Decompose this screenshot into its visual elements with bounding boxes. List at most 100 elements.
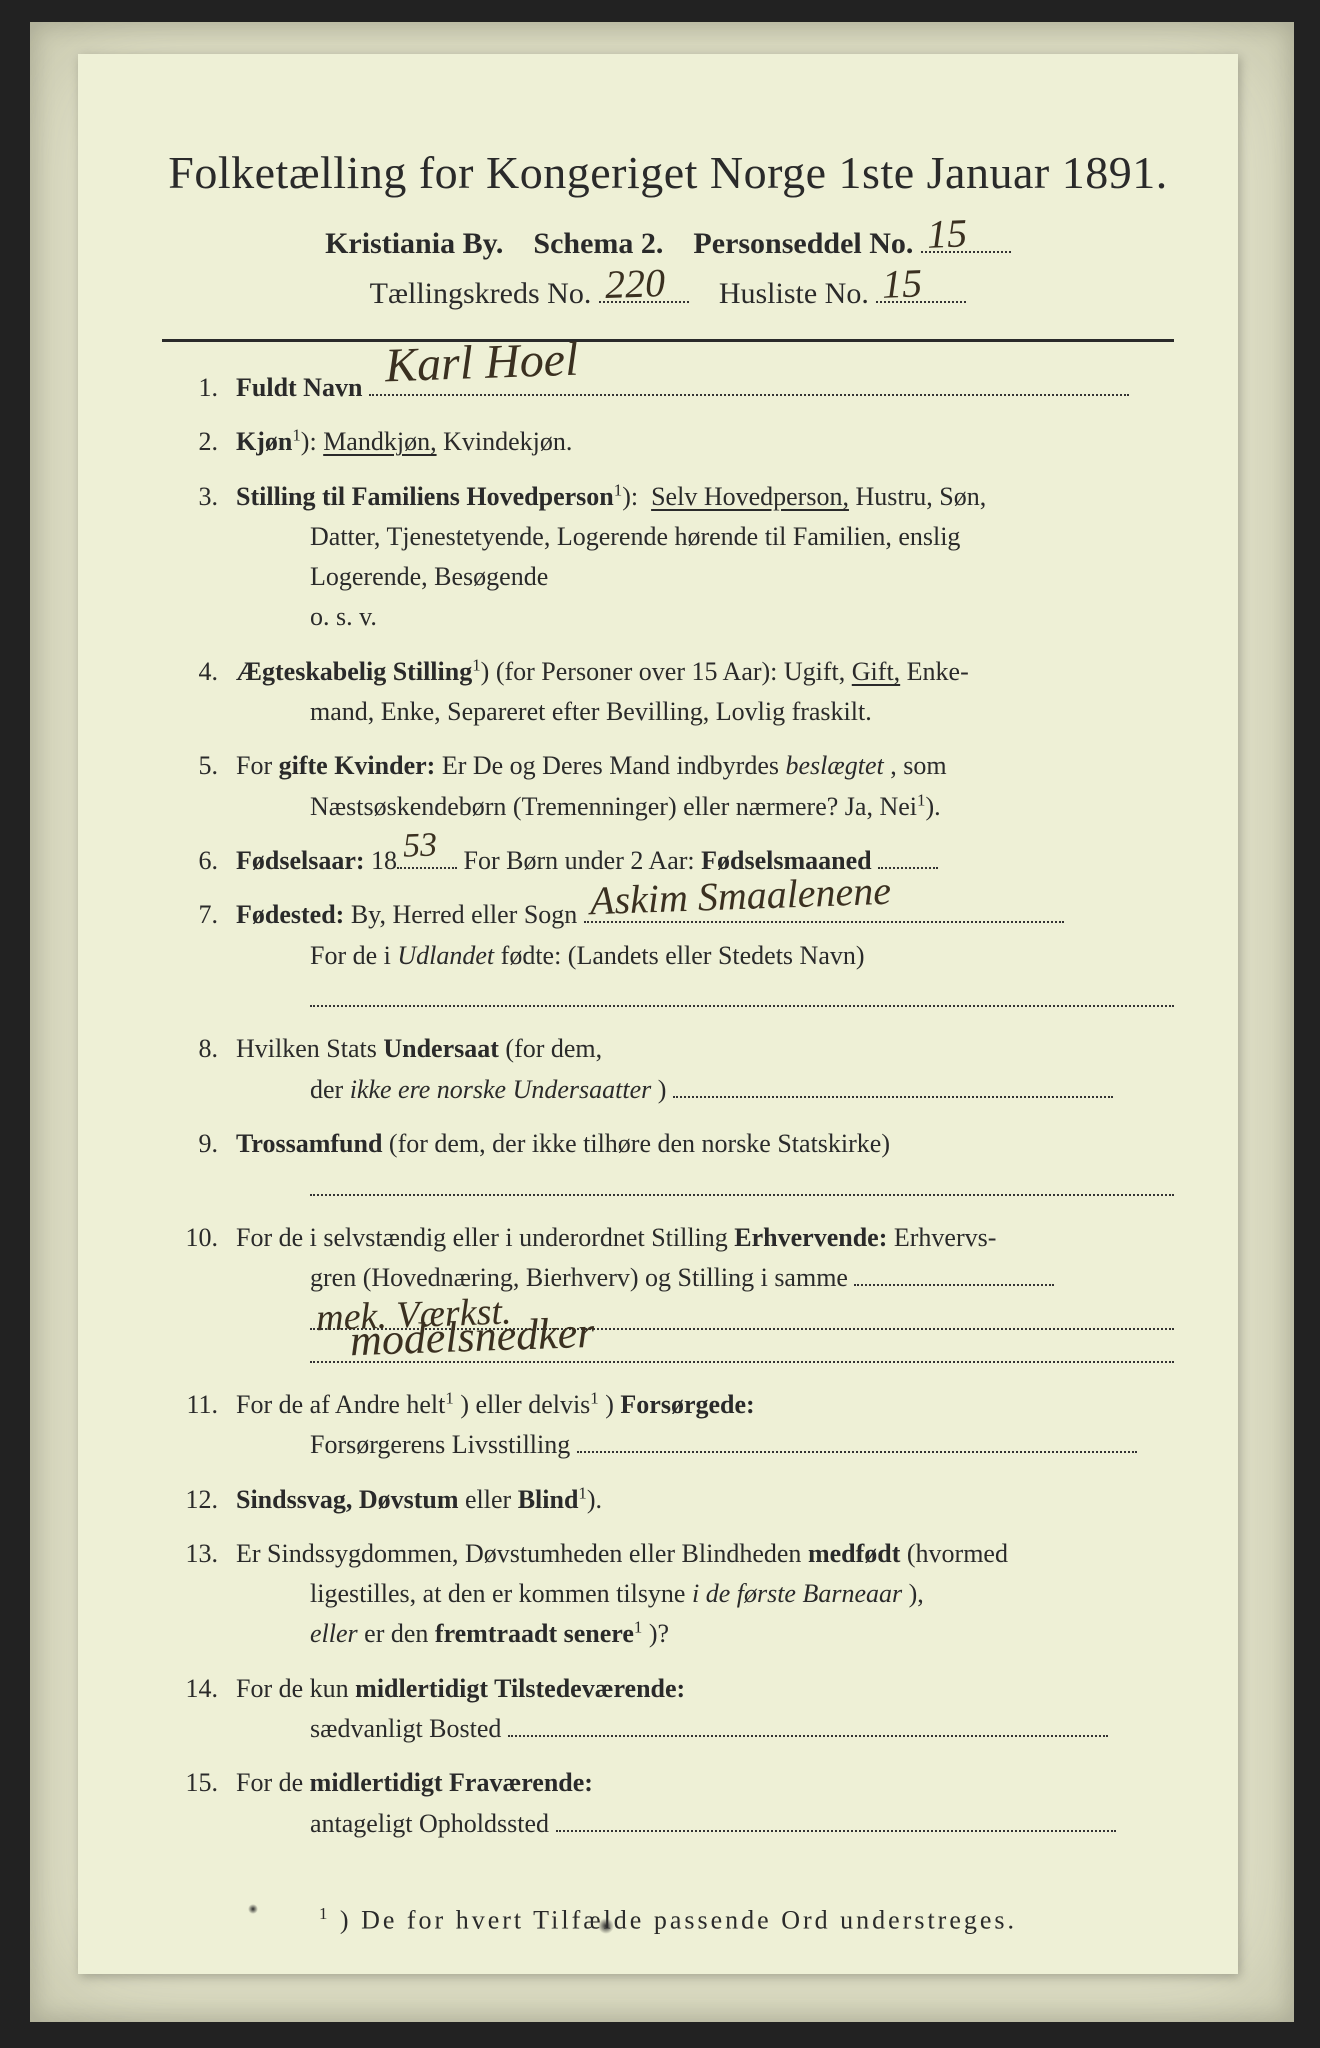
q8-l2: der	[310, 1075, 350, 1104]
q12-a: Sindssvag, Døvstum	[236, 1485, 459, 1514]
item-11: 11. For de af Andre helt1 ) eller delvis…	[162, 1385, 1174, 1466]
q14-a: For de kun	[236, 1674, 355, 1703]
q3-line3: Logerende, Besøgende	[236, 557, 1174, 597]
q14-line2: sædvanligt Bosted	[310, 1714, 501, 1743]
item-1: 1. Fuldt Navn Karl Hoel	[162, 368, 1174, 408]
q13-sup: 1	[634, 1618, 642, 1637]
q5-c: Er De og Deres Mand indbyrdes	[442, 751, 786, 780]
kreds-value: 220	[604, 259, 666, 308]
q9-b: (for dem, der ikke tilhøre den norske St…	[389, 1129, 890, 1158]
q3-label: Stilling til Familiens Hovedperson	[236, 482, 614, 511]
item-3: 3. Stilling til Familiens Hovedperson1):…	[162, 477, 1174, 638]
ink-blemish	[598, 1918, 614, 1934]
item-2: 2. Kjøn1): Mandkjøn, Kvindekjøn.	[162, 422, 1174, 462]
q13-l3a: eller	[310, 1619, 358, 1648]
q13-c: (hvormed	[907, 1539, 1008, 1568]
q7-a: Fødested:	[236, 900, 344, 929]
q9-a: Trossamfund	[236, 1129, 382, 1158]
q11-b: ) eller delvis	[460, 1390, 590, 1419]
num-5: 5.	[162, 746, 236, 827]
q6-prefix: 18	[371, 846, 397, 875]
kreds-field: 220	[599, 271, 689, 303]
q10-val2: modelsnedker	[349, 1298, 596, 1375]
form-list: 1. Fuldt Navn Karl Hoel 2. Kjøn1): Mandk…	[162, 368, 1174, 1844]
q5-e: , som	[890, 751, 946, 780]
q8-l2e: )	[658, 1075, 667, 1104]
husliste-label: Husliste No.	[719, 277, 869, 310]
footnote-sup: 1	[319, 1904, 330, 1923]
q15-field	[556, 1806, 1116, 1831]
q1-value: Karl Hoel	[384, 322, 580, 403]
form-content: Folketælling for Kongeriget Norge 1ste J…	[162, 146, 1174, 1936]
q7-value: Askim Smaalenene	[589, 860, 892, 932]
num-7: 7.	[162, 895, 236, 1015]
q5-b: gifte Kvinder:	[279, 751, 436, 780]
q3-rest1: Hustru, Søn,	[855, 482, 986, 511]
scan-frame: Folketælling for Kongeriget Norge 1ste J…	[28, 20, 1296, 2024]
husliste-value: 15	[882, 259, 924, 307]
q2-opt-mand: Mandkjøn,	[323, 427, 436, 456]
q11-field	[577, 1428, 1137, 1453]
q3-line2: Datter, Tjenestetyende, Logerende hørend…	[236, 517, 1174, 557]
q15-a: For de	[236, 1768, 310, 1797]
q13-l2a: ligestilles, at den er kommen tilsyne	[310, 1579, 692, 1608]
footnote: 1 ) De for hvert Tilfælde passende Ord u…	[162, 1904, 1174, 1936]
q10-a: For de i selvstændig eller i underordnet…	[236, 1223, 734, 1252]
num-1: 1.	[162, 368, 236, 408]
q6-year: 53	[402, 820, 438, 874]
item-10: 10. For de i selvstændig eller i underor…	[162, 1218, 1174, 1371]
q7-b: By, Herred eller Sogn	[351, 900, 577, 929]
item-4: 4. Ægteskabelig Stilling1) (for Personer…	[162, 652, 1174, 733]
q2-opt-kvinde: Kvindekjøn.	[443, 427, 572, 456]
q11-sup2: 1	[590, 1388, 598, 1407]
num-2: 2.	[162, 422, 236, 462]
q1-field: Karl Hoel	[369, 368, 1129, 396]
q5-line2: Næstsøskendebørn (Tremenninger) eller næ…	[310, 792, 917, 821]
q10-b: Erhvervende:	[734, 1223, 887, 1252]
city-label: Kristiania By.	[325, 227, 503, 260]
divider-rule	[162, 339, 1174, 342]
q8-field	[673, 1072, 1113, 1097]
q13-l3d: )?	[649, 1619, 669, 1648]
q4-line2: mand, Enke, Separeret efter Bevilling, L…	[236, 692, 1174, 732]
q11-a: For de af Andre helt	[236, 1390, 445, 1419]
num-3: 3.	[162, 477, 236, 638]
q6-year-field: 53	[397, 841, 457, 869]
num-6: 6.	[162, 841, 236, 881]
num-12: 12.	[162, 1480, 236, 1520]
q13-l3c: fremtraadt senere	[435, 1619, 634, 1648]
ink-blemish-2	[248, 1904, 258, 1914]
q1-label: Fuldt Navn	[236, 373, 362, 402]
q14-b: midlertidigt Tilstedeværende:	[355, 1674, 685, 1703]
husliste-field: 15	[876, 271, 966, 303]
q13-l2c: ),	[909, 1579, 924, 1608]
q6-a: Fødselsaar:	[236, 846, 365, 875]
item-14: 14. For de kun midlertidigt Tilstedevære…	[162, 1669, 1174, 1750]
personseddel-no-field: 15	[921, 221, 1011, 253]
schema-label: Schema 2.	[533, 227, 663, 260]
q3-line4: o. s. v.	[236, 597, 1174, 637]
q4-sup: 1	[472, 655, 480, 674]
q13-l3b: er den	[364, 1619, 435, 1648]
item-13: 13. Er Sindssygdommen, Døvstumheden elle…	[162, 1534, 1174, 1655]
num-9: 9.	[162, 1124, 236, 1204]
q2-label: Kjøn	[236, 427, 292, 456]
q11-sup1: 1	[445, 1388, 453, 1407]
q5-sup: 1	[917, 790, 925, 809]
q15-b: midlertidigt Fraværende:	[310, 1768, 593, 1797]
q8-l2i: ikke ere norske Undersaatter	[350, 1075, 652, 1104]
q7-l2c: fødte: (Landets eller Stedets Navn)	[501, 941, 865, 970]
q14-field	[508, 1712, 1108, 1737]
item-7: 7. Fødested: By, Herred eller Sogn Askim…	[162, 895, 1174, 1015]
kreds-label: Tællingskreds No.	[370, 277, 592, 310]
item-8: 8. Hvilken Stats Undersaat (for dem, der…	[162, 1029, 1174, 1110]
q13-a: Er Sindssygdommen, Døvstumheden eller Bl…	[236, 1539, 808, 1568]
item-15: 15. For de midlertidigt Fraværende: anta…	[162, 1763, 1174, 1844]
q9-blank-line	[310, 1170, 1174, 1195]
q12-sup: 1	[578, 1483, 586, 1502]
q12-b: eller	[465, 1485, 518, 1514]
page-title: Folketælling for Kongeriget Norge 1ste J…	[162, 146, 1174, 199]
num-11: 11.	[162, 1385, 236, 1466]
q7-field: Askim Smaalenene	[584, 895, 1064, 923]
q11-c: )	[605, 1390, 620, 1419]
